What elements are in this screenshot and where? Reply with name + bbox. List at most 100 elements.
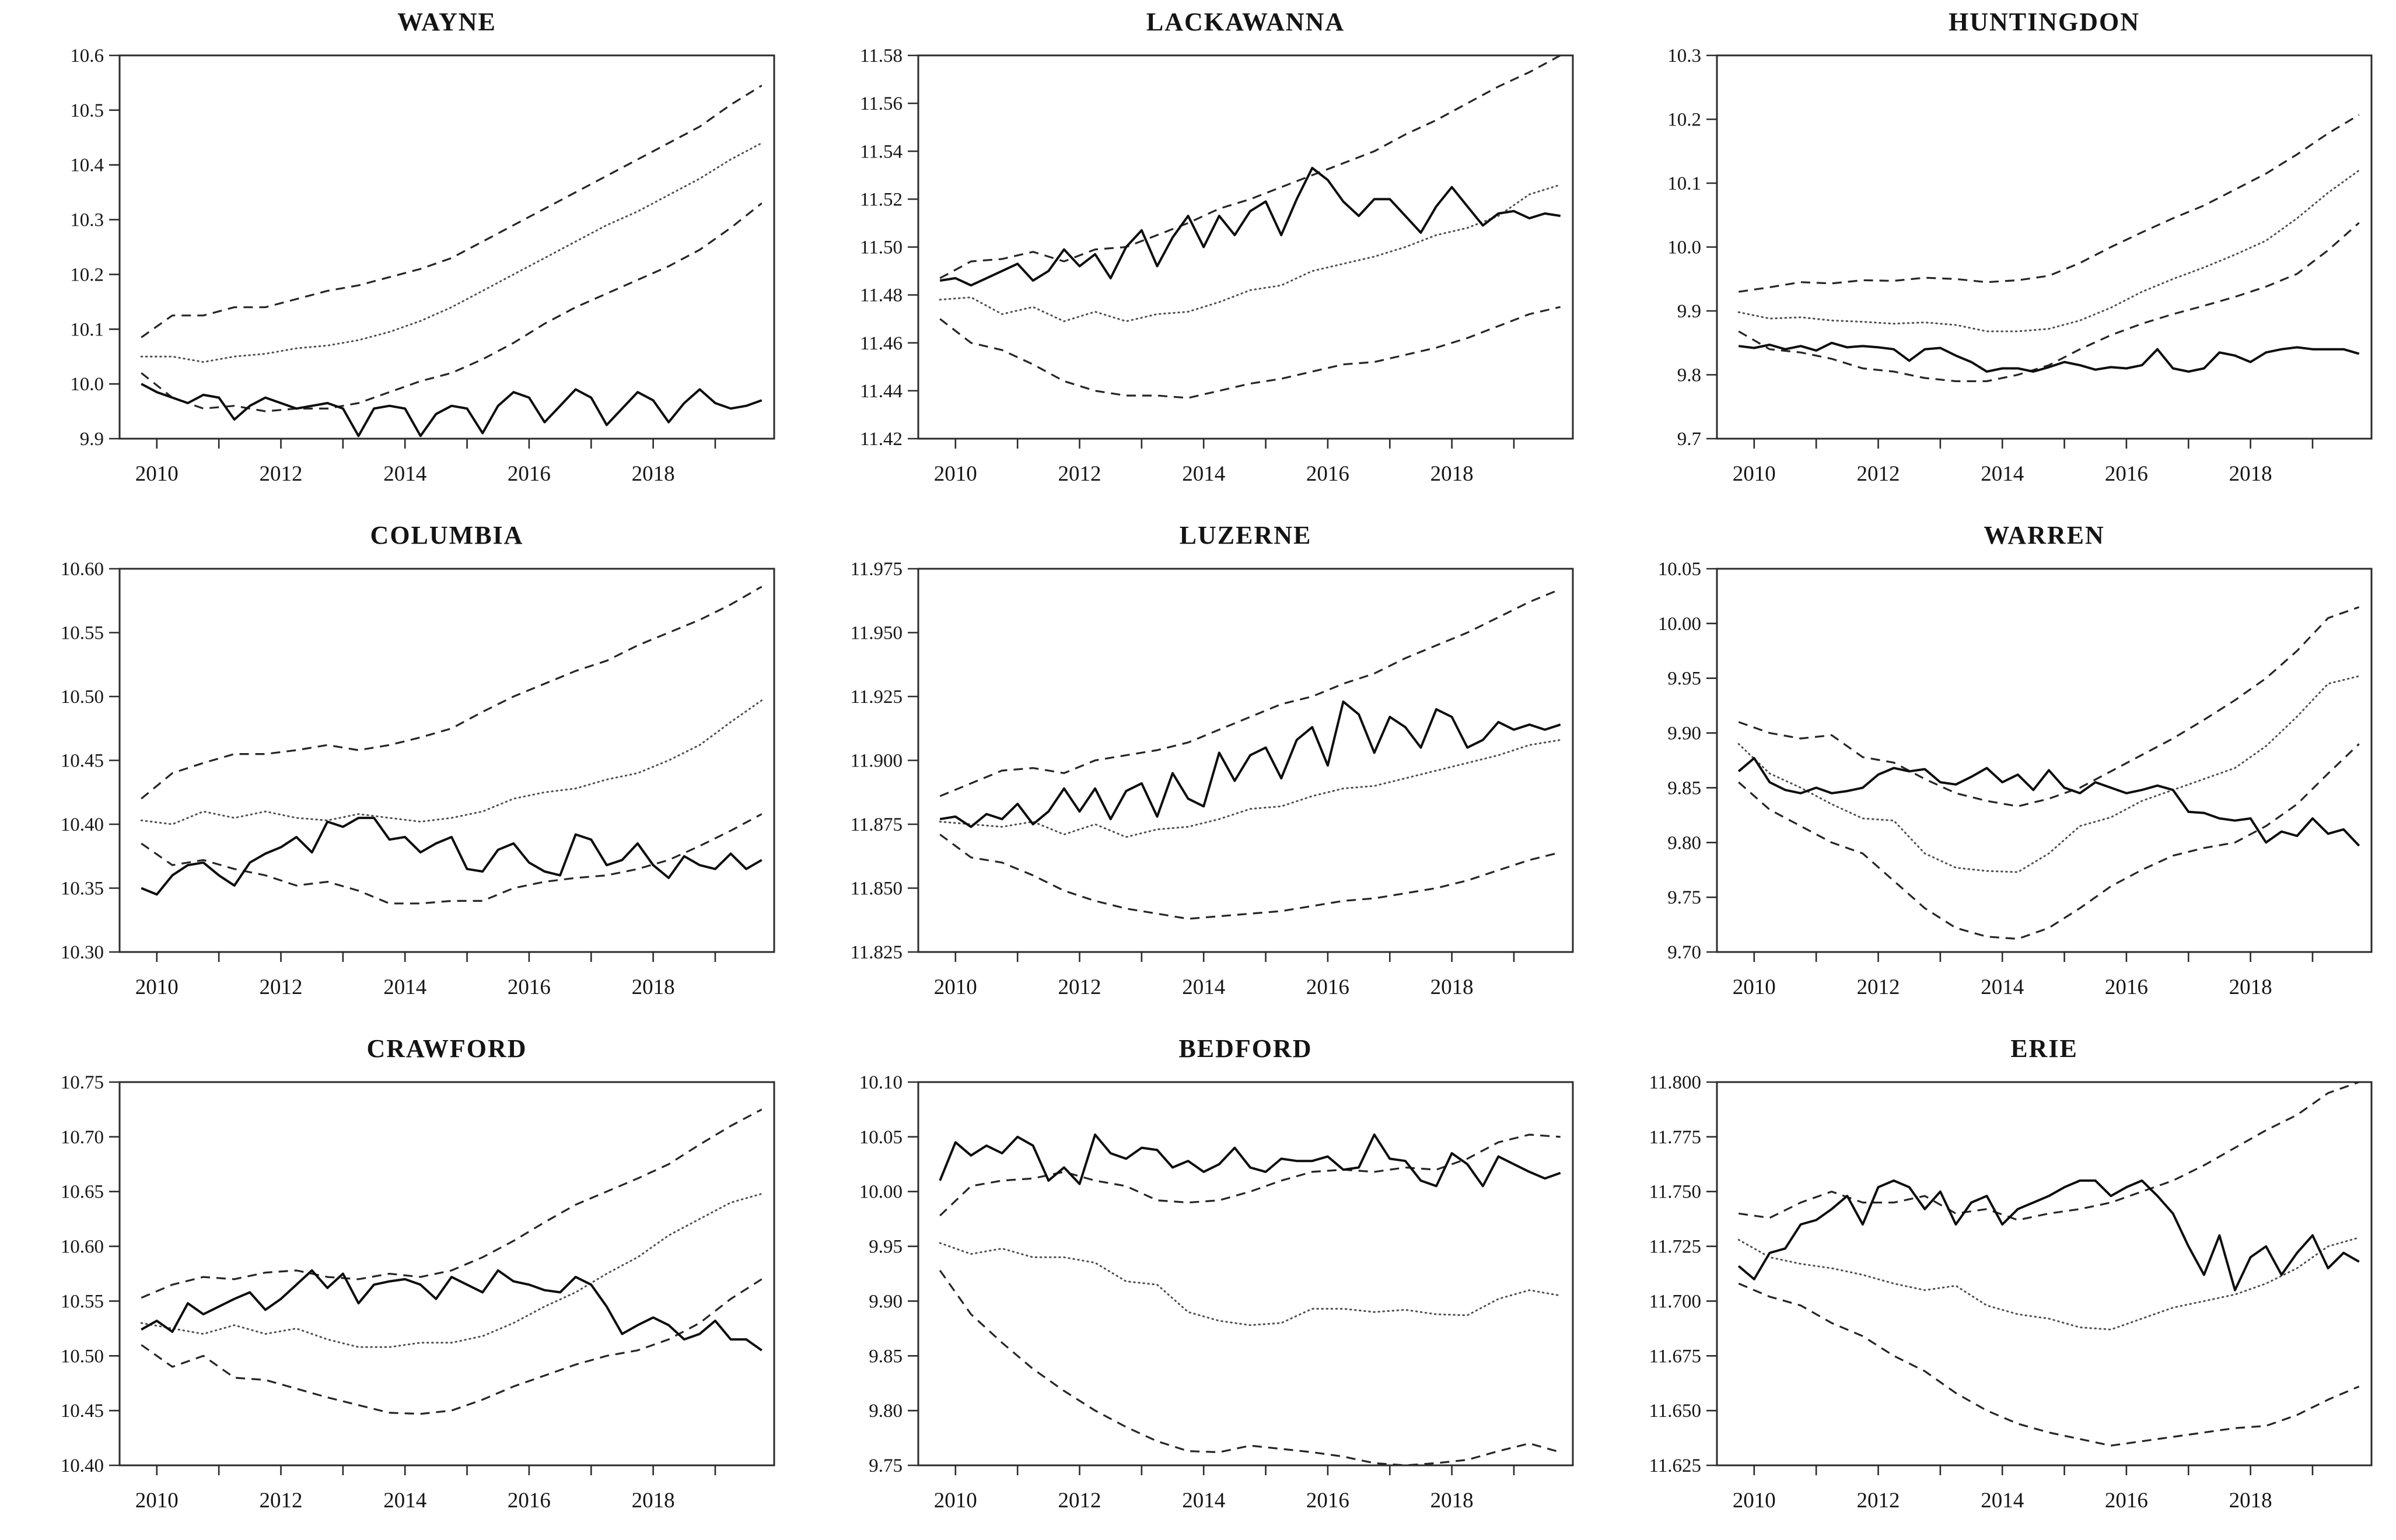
plot-frame bbox=[118, 1081, 775, 1466]
x-tick-label: 2018 bbox=[1430, 462, 1474, 486]
series-actual-line bbox=[141, 383, 762, 438]
series-actual-line bbox=[939, 167, 1561, 287]
series-upper-band-line bbox=[939, 55, 1561, 279]
series-upper-band-line bbox=[1738, 114, 2360, 293]
y-tick-label: 11.800 bbox=[1649, 1072, 1701, 1093]
y-tick-label: 9.9 bbox=[80, 429, 104, 450]
y-tick-label: 11.58 bbox=[860, 46, 903, 66]
series-group bbox=[140, 85, 763, 438]
x-tick-label: 2016 bbox=[1306, 1489, 1349, 1513]
chart-erie: ERIE 11.625 11.650 11.675 11.700 11.725 11.750… bbox=[1597, 1027, 2396, 1540]
y-tick-label: 11.46 bbox=[860, 333, 903, 354]
series-center-forecast-line bbox=[939, 739, 1562, 838]
chart-columbia: COLUMBIA 10.30 10.35 10.40 10.45 10.50 10.55 10… bbox=[0, 513, 799, 1027]
x-tick-label: 2016 bbox=[2105, 462, 2148, 486]
chart-canvas-columbia: COLUMBIA10.3010.3510.4010.4510.5010.5510… bbox=[61, 521, 775, 999]
series-center-forecast-line bbox=[939, 1242, 1562, 1326]
y-tick-label: 11.925 bbox=[850, 687, 903, 708]
y-tick-label: 9.95 bbox=[869, 1237, 903, 1258]
series-upper-band-line bbox=[1738, 1082, 2360, 1222]
x-axis: 2010 2012 2014 2016 2018 bbox=[1733, 1465, 2314, 1513]
y-tick-label: 11.650 bbox=[1649, 1401, 1701, 1422]
series-lower-band-line bbox=[141, 813, 762, 905]
plot-frame bbox=[917, 1081, 1574, 1466]
y-tick-label: 10.00 bbox=[1658, 614, 1701, 635]
series-actual-line bbox=[141, 1269, 762, 1352]
x-axis: 2010 2012 2014 2016 2018 bbox=[934, 952, 1515, 999]
y-tick-label: 9.9 bbox=[1677, 301, 1701, 322]
y-tick-label: 11.950 bbox=[850, 623, 903, 644]
y-tick-label: 10.50 bbox=[61, 687, 104, 708]
y-tick-label: 10.65 bbox=[61, 1182, 104, 1203]
y-tick-label: 10.2 bbox=[1667, 110, 1701, 131]
y-tick-label: 10.10 bbox=[859, 1072, 903, 1093]
series-lower-band-line bbox=[939, 834, 1561, 920]
y-tick-label: 9.8 bbox=[1677, 365, 1701, 386]
y-tick-label: 11.700 bbox=[1649, 1291, 1701, 1312]
y-tick-label: 9.85 bbox=[869, 1346, 903, 1367]
chart-wayne: WAYNE 9.9 10.0 10.1 10.2 10.3 10.4 10.5 10.6 2010… bbox=[0, 0, 799, 513]
chart-huntingdon: HUNTINGDON 9.7 9.8 9.9 10.0 10.1 10.2 10.3 2010 2… bbox=[1597, 0, 2396, 513]
series-group bbox=[1737, 114, 2360, 383]
x-tick-label: 2012 bbox=[1058, 462, 1101, 486]
x-tick-label: 2012 bbox=[260, 1489, 303, 1513]
y-axis: 9.70 9.75 9.80 9.85 9.90 9.95 10.00 10.05 bbox=[1658, 559, 1717, 963]
y-tick-label: 10.6 bbox=[70, 46, 104, 66]
x-tick-label: 2012 bbox=[1058, 975, 1101, 999]
series-center-forecast-line bbox=[1737, 169, 2360, 332]
y-tick-label: 9.90 bbox=[1667, 723, 1701, 744]
x-tick-label: 2010 bbox=[934, 462, 977, 486]
y-tick-label: 10.0 bbox=[1667, 237, 1701, 258]
y-tick-label: 9.85 bbox=[1667, 778, 1701, 799]
y-tick-label: 11.900 bbox=[850, 751, 903, 772]
x-tick-label: 2018 bbox=[632, 462, 675, 486]
x-axis: 2010 2012 2014 2016 2018 bbox=[934, 439, 1515, 486]
x-tick-label: 2012 bbox=[260, 462, 303, 486]
y-tick-label: 10.40 bbox=[61, 1455, 104, 1476]
x-tick-label: 2014 bbox=[1981, 1489, 2024, 1513]
x-tick-label: 2018 bbox=[632, 1489, 675, 1513]
series-center-forecast-line bbox=[939, 184, 1562, 323]
y-tick-label: 10.3 bbox=[70, 210, 104, 231]
series-actual-line bbox=[939, 700, 1561, 828]
plot-frame bbox=[917, 568, 1574, 953]
y-tick-label: 11.975 bbox=[850, 559, 903, 580]
y-tick-label: 11.750 bbox=[1649, 1182, 1701, 1203]
x-tick-label: 2018 bbox=[632, 975, 675, 999]
plot-frame bbox=[1716, 568, 2373, 953]
x-axis: 2010 2012 2014 2016 2018 bbox=[135, 439, 716, 486]
chart-title: HUNTINGDON bbox=[1949, 8, 2140, 36]
y-tick-label: 10.55 bbox=[61, 623, 104, 644]
x-tick-label: 2010 bbox=[1733, 1489, 1776, 1513]
chart-title: WARREN bbox=[1984, 521, 2105, 550]
y-tick-label: 10.60 bbox=[61, 1237, 104, 1258]
y-axis: 10.40 10.45 10.50 10.55 10.60 10.65 10.70 10.75 bbox=[61, 1072, 120, 1476]
y-tick-label: 9.95 bbox=[1667, 668, 1701, 690]
y-tick-label: 9.90 bbox=[869, 1291, 903, 1312]
y-tick-label: 9.70 bbox=[1667, 942, 1701, 963]
y-tick-label: 11.875 bbox=[850, 814, 903, 835]
x-tick-label: 2014 bbox=[1182, 462, 1225, 486]
series-lower-band-line bbox=[1738, 222, 2360, 383]
x-tick-label: 2014 bbox=[1981, 975, 2024, 999]
y-tick-label: 10.00 bbox=[859, 1182, 903, 1203]
series-upper-band-line bbox=[1738, 606, 2360, 807]
series-center-forecast-line bbox=[1737, 1237, 2360, 1331]
x-axis: 2010 2012 2014 2016 2018 bbox=[135, 952, 716, 999]
y-tick-label: 10.2 bbox=[70, 264, 104, 285]
y-tick-label: 11.825 bbox=[850, 942, 903, 963]
series-group bbox=[939, 1133, 1562, 1465]
y-tick-label: 10.35 bbox=[61, 878, 104, 900]
y-tick-label: 10.4 bbox=[70, 155, 104, 176]
series-actual-line bbox=[1738, 341, 2360, 373]
series-lower-band-line bbox=[1738, 1282, 2360, 1447]
series-actual-line bbox=[939, 1133, 1561, 1188]
y-tick-label: 10.1 bbox=[1667, 173, 1701, 194]
x-axis: 2010 2012 2014 2016 2018 bbox=[135, 1465, 716, 1513]
chart-warren: WARREN 9.70 9.75 9.80 9.85 9.90 9.95 10.00 10.05… bbox=[1597, 513, 2396, 1027]
y-axis: 10.30 10.35 10.40 10.45 10.50 10.55 10.60 bbox=[61, 559, 120, 963]
x-tick-label: 2016 bbox=[1306, 462, 1349, 486]
chart-canvas-bedford: BEDFORD 9.75 9.80 9.85 9.90 9.95 10.00 10.05 10.… bbox=[859, 1034, 1574, 1513]
